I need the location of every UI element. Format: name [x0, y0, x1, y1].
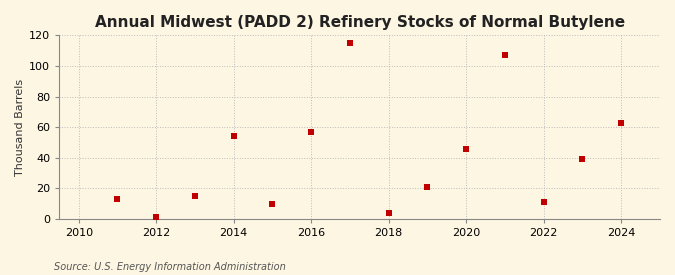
Point	[577, 157, 588, 161]
Point	[190, 194, 200, 198]
Point	[422, 185, 433, 189]
Point	[616, 120, 626, 125]
Text: Source: U.S. Energy Information Administration: Source: U.S. Energy Information Administ…	[54, 262, 286, 272]
Point	[383, 211, 394, 215]
Point	[461, 146, 472, 151]
Point	[306, 130, 317, 134]
Point	[228, 134, 239, 139]
Point	[500, 53, 510, 57]
Title: Annual Midwest (PADD 2) Refinery Stocks of Normal Butylene: Annual Midwest (PADD 2) Refinery Stocks …	[95, 15, 625, 30]
Point	[539, 200, 549, 204]
Point	[267, 202, 278, 206]
Point	[151, 215, 161, 220]
Y-axis label: Thousand Barrels: Thousand Barrels	[15, 79, 25, 176]
Point	[344, 41, 355, 45]
Point	[112, 197, 123, 201]
